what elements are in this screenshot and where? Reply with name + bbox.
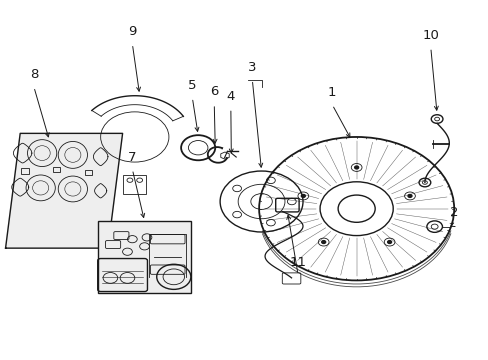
Text: 1: 1 — [327, 86, 336, 99]
Text: 3: 3 — [247, 61, 256, 74]
Text: 8: 8 — [30, 68, 38, 81]
Text: 4: 4 — [226, 90, 235, 103]
Polygon shape — [92, 96, 183, 121]
Circle shape — [387, 240, 391, 243]
Bar — [20, 168, 29, 174]
Circle shape — [354, 166, 358, 169]
Text: 6: 6 — [210, 85, 218, 98]
Text: 10: 10 — [422, 28, 438, 41]
Polygon shape — [5, 134, 122, 248]
Circle shape — [301, 194, 305, 197]
Text: 5: 5 — [188, 79, 196, 92]
Text: 11: 11 — [289, 256, 306, 269]
Circle shape — [321, 240, 325, 243]
Bar — [85, 170, 92, 175]
FancyBboxPatch shape — [98, 221, 190, 293]
Text: 9: 9 — [128, 25, 136, 38]
Text: 7: 7 — [128, 150, 136, 163]
Text: 2: 2 — [449, 206, 457, 219]
Bar — [53, 167, 60, 172]
Circle shape — [407, 194, 411, 197]
